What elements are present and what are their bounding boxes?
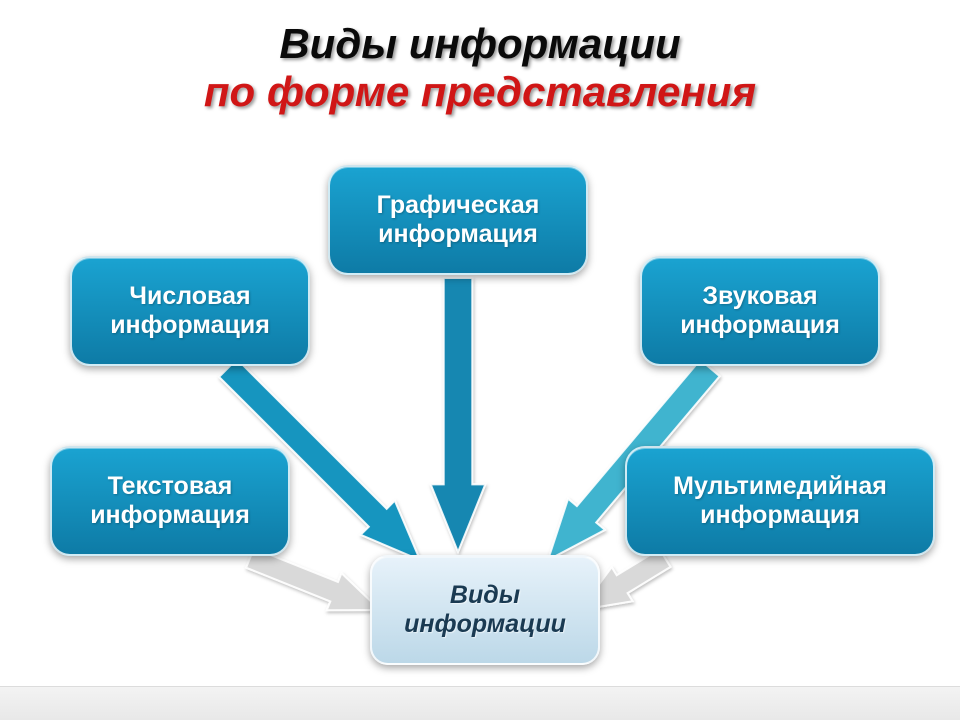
arrow xyxy=(431,278,486,552)
node-label: Звуковаяинформация xyxy=(680,282,840,340)
title-line-1: Виды информации xyxy=(0,20,960,68)
title-line-2: по форме представления xyxy=(0,68,960,116)
diagram-title: Виды информации по форме представления xyxy=(0,20,960,116)
node-label: Мультимедийнаяинформация xyxy=(673,472,887,530)
node-n4: Текстоваяинформация xyxy=(50,446,290,556)
node-n3: Звуковаяинформация xyxy=(640,256,880,366)
node-label: Видыинформации xyxy=(404,581,566,639)
arrow xyxy=(246,548,380,610)
node-label: Графическаяинформация xyxy=(377,191,540,249)
bottom-band xyxy=(0,686,960,720)
node-label: Текстоваяинформация xyxy=(90,472,250,530)
node-n5: Мультимедийнаяинформация xyxy=(625,446,935,556)
node-n1: Графическаяинформация xyxy=(328,165,588,275)
node-center: Видыинформации xyxy=(370,555,600,665)
node-label: Числоваяинформация xyxy=(110,282,270,340)
node-n2: Числоваяинформация xyxy=(70,256,310,366)
